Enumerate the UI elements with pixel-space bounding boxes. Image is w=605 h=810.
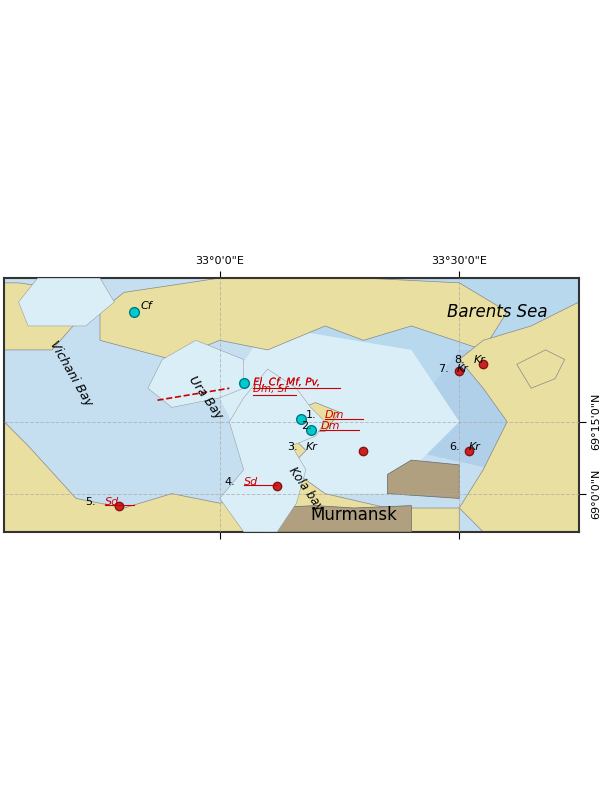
Polygon shape <box>267 505 411 532</box>
Text: 2.: 2. <box>301 421 312 432</box>
Text: Murmansk: Murmansk <box>310 506 397 524</box>
Text: Fl, Cf, Mf, Pv,: Fl, Cf, Mf, Pv, <box>253 377 319 387</box>
Text: 6.: 6. <box>450 441 460 451</box>
Bar <box>364 278 579 374</box>
Text: Vichani Bay: Vichani Bay <box>47 339 95 409</box>
Polygon shape <box>517 350 564 388</box>
Text: Kr: Kr <box>457 364 469 374</box>
Text: 4.: 4. <box>224 477 235 487</box>
Text: 1.: 1. <box>306 411 316 420</box>
Text: Sd: Sd <box>105 497 119 506</box>
Text: Kr: Kr <box>469 441 481 451</box>
Text: 7.: 7. <box>437 364 448 374</box>
Text: Kr: Kr <box>306 441 318 451</box>
Text: Dm, Sr: Dm, Sr <box>253 385 289 394</box>
Polygon shape <box>387 460 459 498</box>
FancyBboxPatch shape <box>4 278 579 532</box>
Text: Barents Sea: Barents Sea <box>447 303 548 321</box>
Text: 3.: 3. <box>287 441 298 451</box>
Polygon shape <box>4 422 459 532</box>
Text: Dm: Dm <box>325 411 345 420</box>
Text: Dm: Dm <box>320 421 340 432</box>
Polygon shape <box>277 403 339 432</box>
Text: Kr: Kr <box>474 356 485 365</box>
Polygon shape <box>258 436 306 465</box>
Polygon shape <box>220 369 325 532</box>
Polygon shape <box>220 326 459 493</box>
Polygon shape <box>267 278 603 398</box>
Polygon shape <box>148 340 244 407</box>
Text: Kola bay: Kola bay <box>286 464 326 514</box>
Text: 8.: 8. <box>454 356 465 365</box>
Polygon shape <box>100 278 507 360</box>
Text: Sd: Sd <box>244 477 258 487</box>
Polygon shape <box>4 283 85 350</box>
Text: Cf: Cf <box>141 301 152 311</box>
Polygon shape <box>19 278 114 326</box>
Polygon shape <box>387 350 603 493</box>
Text: Ura Bay: Ura Bay <box>186 373 225 422</box>
Text: 5.: 5. <box>85 497 96 506</box>
Polygon shape <box>459 278 579 532</box>
